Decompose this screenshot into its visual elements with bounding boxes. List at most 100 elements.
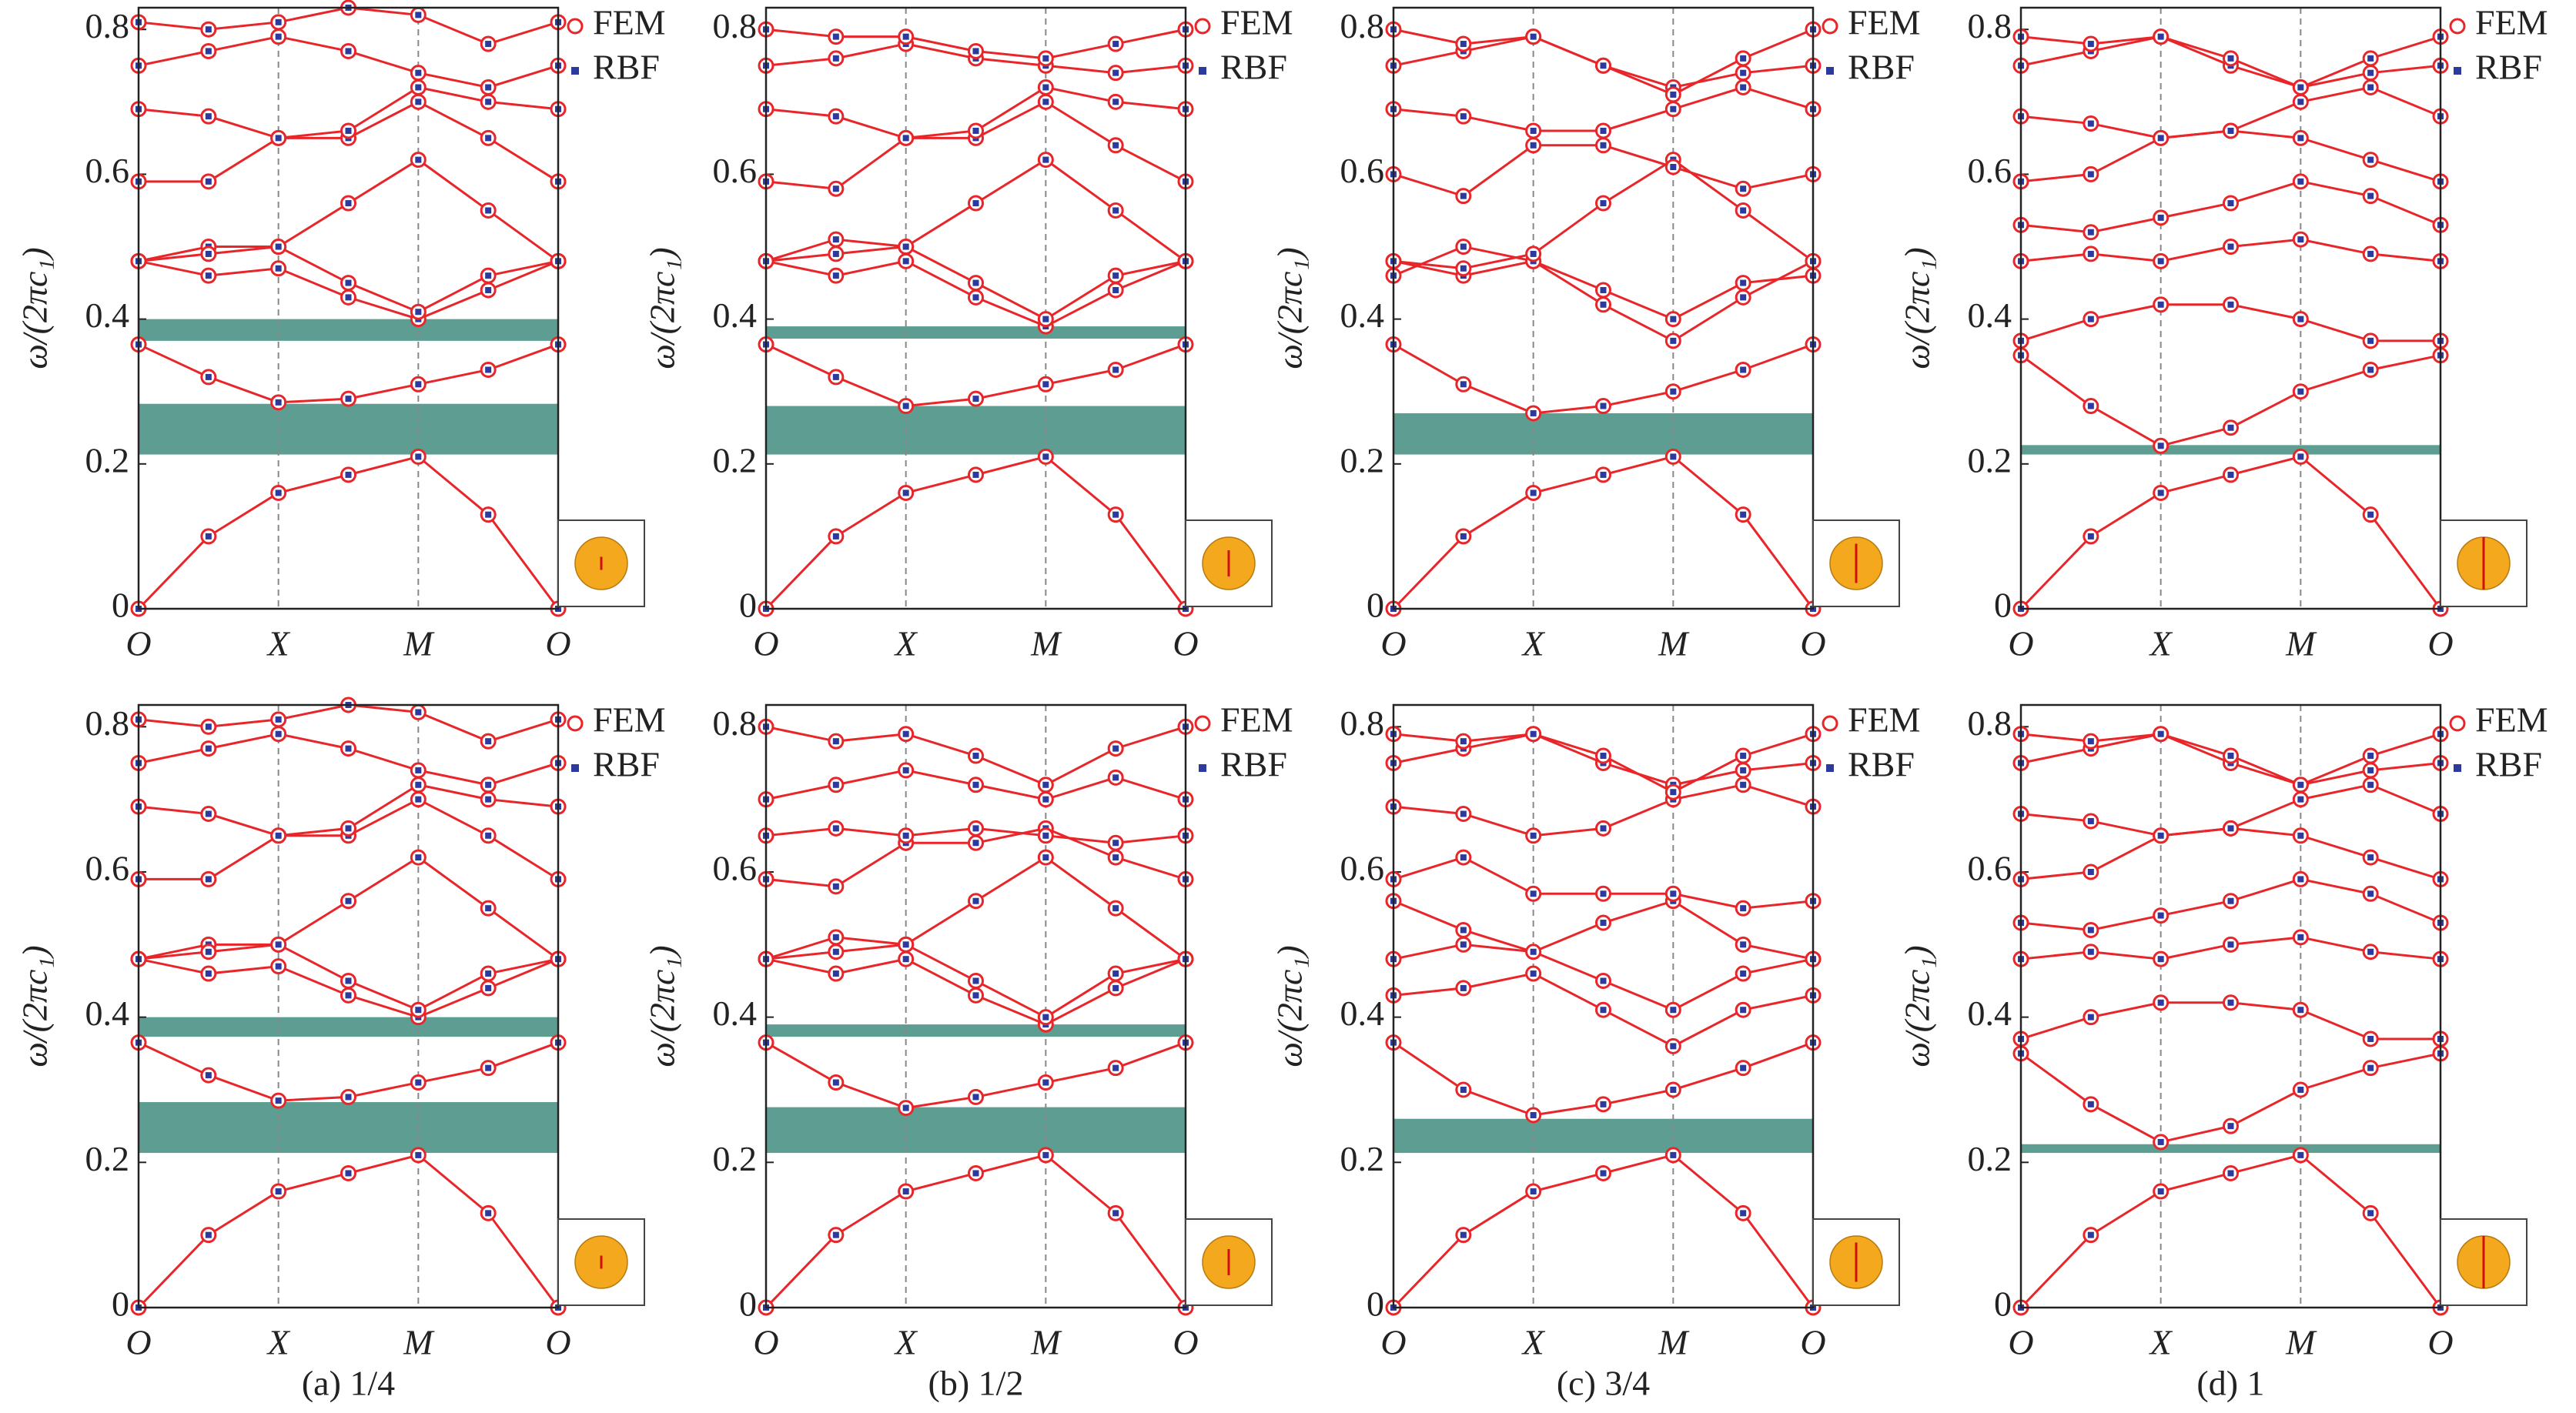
rbf-point xyxy=(1740,207,1747,214)
y-tick-label: 0.4 xyxy=(1968,994,2012,1033)
caption: (a) 1/4 xyxy=(302,1364,395,1403)
rbf-point xyxy=(485,1210,492,1217)
rbf-point xyxy=(485,970,492,977)
y-axis-label: ω/(2πc₁) xyxy=(1898,945,1937,1067)
rbf-point xyxy=(1460,854,1467,861)
rbf-point xyxy=(275,243,282,250)
x-tick-label: X xyxy=(2149,1323,2173,1362)
rbf-point xyxy=(1112,99,1119,105)
legend-label: RBF xyxy=(1220,745,1287,784)
y-tick-label: 0 xyxy=(112,1284,129,1324)
rbf-point xyxy=(1112,745,1119,752)
rbf-point xyxy=(1600,1170,1607,1177)
rbf-point xyxy=(832,113,839,120)
rbf-point xyxy=(2367,192,2374,199)
rbf-point xyxy=(1600,825,1607,832)
rbf-point xyxy=(972,753,979,760)
rbf-point xyxy=(1042,99,1049,105)
rbf-point xyxy=(1112,511,1119,518)
legend-marker xyxy=(571,67,579,75)
y-tick-label: 0.2 xyxy=(1340,1139,1385,1178)
rbf-point xyxy=(832,55,839,62)
y-tick-label: 0.8 xyxy=(713,703,758,743)
rbf-point xyxy=(275,832,282,839)
y-tick-label: 0.2 xyxy=(85,440,130,479)
rbf-point xyxy=(275,963,282,970)
y-tick-label: 0.2 xyxy=(85,1139,130,1178)
rbf-point xyxy=(1670,1151,1677,1158)
rbf-point xyxy=(2367,948,2374,955)
x-tick-label: M xyxy=(1030,1323,1062,1362)
rbf-point xyxy=(2227,941,2234,948)
y-tick-label: 0.8 xyxy=(85,703,130,743)
rbf-point xyxy=(2227,897,2234,904)
plot-frame xyxy=(764,703,1187,1309)
rbf-point xyxy=(2297,84,2304,91)
rbf-point xyxy=(902,258,909,265)
rbf-point xyxy=(2087,533,2094,539)
y-tick-label: 0 xyxy=(1367,586,1384,625)
rbf-point xyxy=(972,840,979,847)
rbf-point xyxy=(1112,970,1119,977)
y-tick-label: 0.4 xyxy=(85,296,130,335)
legend-label: FEM xyxy=(1220,700,1293,740)
y-tick-label: 0.6 xyxy=(1340,151,1385,190)
rbf-point xyxy=(1042,854,1049,861)
legend-marker xyxy=(1822,715,1838,732)
rbf-point xyxy=(1460,984,1467,991)
rbf-point xyxy=(2227,200,2234,207)
rbf-point xyxy=(275,489,282,496)
rbf-point xyxy=(415,453,422,460)
y-tick-label: 0.2 xyxy=(713,1139,758,1178)
rbf-point xyxy=(1740,185,1747,192)
rbf-point xyxy=(345,471,352,478)
plot-frame xyxy=(2019,6,2442,610)
rbf-point xyxy=(2367,69,2374,76)
rbf-point xyxy=(1600,286,1607,293)
rbf-point xyxy=(345,48,352,55)
rbf-point xyxy=(1740,905,1747,912)
x-tick-label: O xyxy=(1173,624,1198,663)
y-tick-label: 0.4 xyxy=(713,994,758,1033)
rbf-point xyxy=(485,272,492,279)
rbf-point xyxy=(1042,832,1049,839)
rbf-point xyxy=(1530,33,1537,40)
rbf-point xyxy=(1740,1210,1747,1217)
rbf-point xyxy=(2087,316,2094,322)
rbf-point xyxy=(2297,1086,2304,1093)
rbf-point xyxy=(1740,511,1747,518)
rbf-point xyxy=(2087,948,2094,955)
rbf-point xyxy=(345,745,352,752)
rbf-point xyxy=(1530,1112,1537,1119)
rbf-point xyxy=(485,832,492,839)
caption: (c) 3/4 xyxy=(1557,1364,1650,1403)
rbf-point xyxy=(1460,41,1467,48)
rbf-point xyxy=(902,1188,909,1195)
rbf-point xyxy=(2157,214,2164,221)
legend-label: FEM xyxy=(2475,3,2548,42)
rbf-point xyxy=(2087,738,2094,745)
band-gap xyxy=(1393,413,1813,455)
rbf-point xyxy=(1670,316,1677,322)
rbf-point xyxy=(2227,471,2234,478)
rbf-point xyxy=(1042,55,1049,62)
rbf-point xyxy=(1740,1007,1747,1014)
rbf-point xyxy=(902,767,909,773)
rbf-point xyxy=(832,948,839,955)
rbf-point xyxy=(2367,1064,2374,1071)
rbf-point xyxy=(2297,1007,2304,1014)
rbf-point xyxy=(205,970,212,977)
rbf-point xyxy=(345,977,352,984)
rbf-point xyxy=(1112,207,1119,214)
legend-label: RBF xyxy=(593,48,660,87)
rbf-point xyxy=(415,99,422,105)
rbf-point xyxy=(1460,1086,1467,1093)
rbf-point xyxy=(1042,1151,1049,1158)
rbf-point xyxy=(1530,970,1537,977)
rbf-point xyxy=(2157,258,2164,265)
rbf-point xyxy=(832,883,839,890)
rbf-point xyxy=(1600,753,1607,760)
y-tick-label: 0 xyxy=(1994,586,2012,625)
rbf-point xyxy=(1670,1086,1677,1093)
